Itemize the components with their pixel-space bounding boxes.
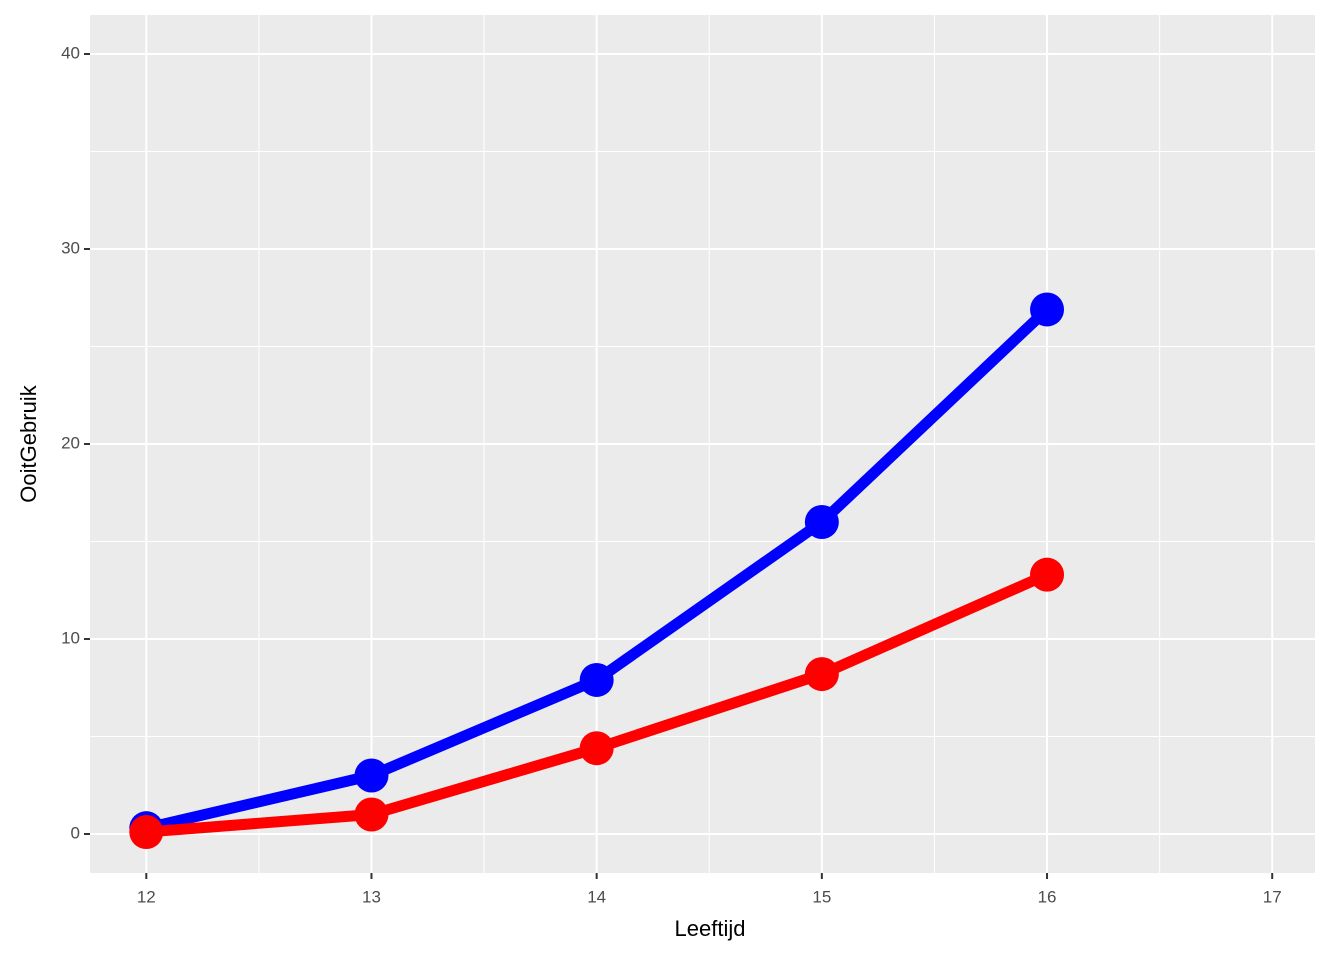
point <box>354 797 389 832</box>
x-axis-title: Leeftijd <box>675 916 746 941</box>
point <box>129 815 164 850</box>
point <box>579 662 614 697</box>
x-tick-label: 13 <box>362 887 381 906</box>
x-tick-label: 15 <box>812 887 831 906</box>
x-tick-label: 17 <box>1263 887 1282 906</box>
y-tick-label: 30 <box>61 238 80 257</box>
y-tick-label: 0 <box>71 823 80 842</box>
x-tick-label: 12 <box>137 887 156 906</box>
y-axis-title: OoitGebruik <box>16 384 41 502</box>
y-tick-label: 10 <box>61 628 80 647</box>
y-tick-label: 20 <box>61 433 80 452</box>
point <box>579 731 614 766</box>
point <box>1030 292 1065 327</box>
x-tick-label: 16 <box>1038 887 1057 906</box>
point <box>354 758 389 793</box>
y-tick-label: 40 <box>61 43 80 62</box>
point <box>804 505 839 539</box>
x-tick-label: 14 <box>587 887 606 906</box>
point <box>1030 557 1065 592</box>
point <box>804 657 839 692</box>
